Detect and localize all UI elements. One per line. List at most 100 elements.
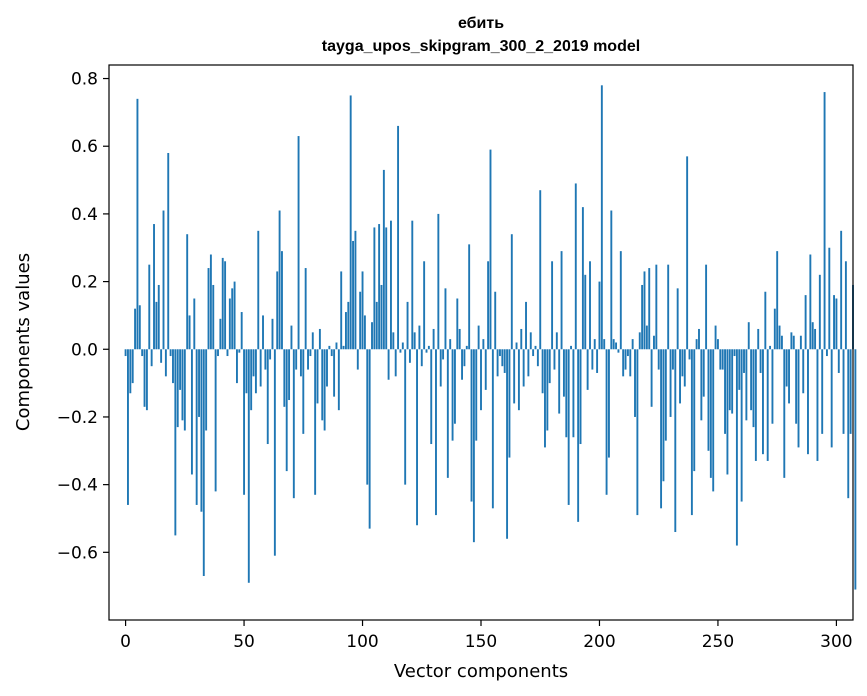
bar — [837, 349, 840, 373]
bar — [617, 349, 620, 353]
bar — [290, 325, 293, 350]
bar — [515, 342, 518, 350]
bar — [648, 268, 651, 350]
bar — [226, 349, 229, 357]
chart-subtitle: tayga_upos_skipgram_300_2_2019 model — [322, 38, 640, 55]
bar — [664, 349, 667, 441]
bar — [589, 261, 591, 350]
bar — [825, 349, 828, 357]
bar — [472, 349, 475, 543]
bar — [451, 349, 454, 441]
bar — [615, 342, 618, 350]
bar — [612, 339, 615, 350]
bar — [747, 322, 750, 350]
bar — [423, 261, 426, 350]
bar — [835, 298, 838, 350]
bar — [172, 349, 174, 384]
bar — [541, 349, 544, 394]
bar — [750, 349, 753, 411]
bar — [487, 261, 490, 350]
bar — [169, 349, 172, 357]
bar — [735, 349, 738, 546]
bar — [382, 169, 385, 350]
y-tick-label: −0.6 — [57, 543, 98, 563]
bar — [823, 92, 826, 350]
bar — [764, 291, 767, 350]
chart-title: ебить — [458, 15, 504, 32]
bar — [254, 349, 257, 394]
bar — [766, 349, 769, 461]
y-axis-label: Components values — [13, 253, 34, 431]
bar — [281, 251, 283, 350]
bar — [266, 349, 269, 445]
bar — [762, 349, 764, 455]
bar — [378, 224, 381, 350]
bar — [577, 349, 580, 522]
bar — [484, 349, 487, 390]
bar — [231, 288, 234, 350]
bar — [387, 349, 390, 380]
bar — [653, 335, 655, 350]
y-tick-label: −0.4 — [57, 476, 98, 496]
bar — [188, 315, 191, 350]
x-tick-label: 300 — [820, 632, 852, 652]
bar — [636, 349, 639, 516]
bar — [416, 349, 418, 526]
bar — [745, 349, 748, 421]
bar — [458, 328, 461, 350]
bar — [269, 349, 272, 360]
bar — [392, 332, 395, 350]
bar — [698, 328, 700, 350]
bar — [328, 345, 331, 350]
bar — [783, 349, 786, 478]
bar — [581, 207, 584, 350]
bar — [262, 315, 264, 350]
bar — [619, 251, 622, 350]
bar — [394, 349, 397, 377]
bar — [681, 349, 684, 377]
bar — [821, 349, 824, 434]
bar — [510, 234, 513, 350]
bar — [771, 349, 774, 424]
bar — [539, 190, 542, 350]
bar — [385, 227, 388, 350]
bar — [442, 349, 445, 360]
bar — [321, 349, 324, 421]
bar — [456, 298, 459, 350]
bar — [446, 349, 449, 478]
bar — [655, 264, 658, 350]
bar — [136, 98, 139, 350]
bar — [605, 349, 608, 495]
bar — [553, 349, 556, 370]
bar — [435, 349, 437, 516]
bar — [295, 349, 298, 370]
bar — [792, 335, 795, 350]
bar — [517, 349, 520, 411]
bar — [202, 349, 205, 577]
bar — [243, 349, 246, 495]
bar — [842, 349, 845, 434]
bar — [596, 349, 599, 373]
bar — [567, 349, 570, 505]
bar — [363, 315, 366, 350]
bar — [759, 349, 762, 373]
bar — [503, 349, 506, 373]
bar — [418, 325, 421, 350]
bar — [501, 349, 504, 367]
bar — [662, 349, 665, 482]
bars-group — [124, 85, 857, 590]
bar — [164, 349, 167, 377]
bar — [728, 349, 731, 411]
bar — [854, 349, 857, 590]
bar — [814, 328, 817, 350]
bar — [219, 318, 222, 350]
bar — [470, 349, 473, 502]
bar — [205, 349, 208, 431]
bar — [299, 349, 302, 377]
bar — [195, 349, 198, 505]
bar — [603, 339, 606, 350]
bar — [316, 349, 319, 404]
bar — [797, 349, 800, 448]
bar — [252, 349, 255, 377]
bar — [740, 349, 743, 502]
